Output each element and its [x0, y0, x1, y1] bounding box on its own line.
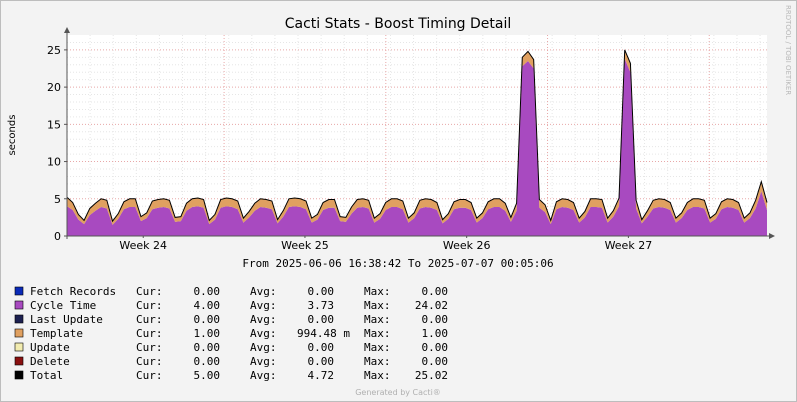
rrdtool-watermark: RRDTOOL / TOBI OETIKER	[784, 5, 792, 95]
legend-cur-value: 1.00	[194, 327, 221, 340]
legend-swatch	[14, 300, 24, 310]
legend-name: Last Update	[30, 313, 103, 326]
line-total	[66, 49, 768, 223]
legend-name: Update	[30, 341, 70, 354]
y-tick-label: 5	[54, 193, 61, 206]
legend-name: Fetch Records	[30, 285, 116, 298]
y-tick-label: 25	[47, 44, 61, 57]
legend-cur-value: 5.00	[194, 369, 221, 382]
legend-avg-label: Avg:	[250, 369, 277, 382]
generated-by-footer: Generated by Cacti®	[355, 388, 441, 397]
legend-max-label: Max:	[364, 341, 391, 354]
legend-cur-label: Cur:	[136, 355, 163, 368]
legend-max-label: Max:	[364, 313, 391, 326]
legend-avg-value: 4.72	[308, 369, 335, 382]
legend-max-value: 0.00	[422, 341, 449, 354]
legend-swatch	[14, 356, 24, 366]
legend-cur-label: Cur:	[136, 369, 163, 382]
plot-area	[67, 35, 767, 236]
legend-avg-value: 0.00	[308, 355, 335, 368]
y-axis-arrow	[64, 27, 70, 33]
legend-max-label: Max:	[364, 285, 391, 298]
x-tick-label: Week 24	[119, 239, 167, 252]
legend-avg-value: 3.73	[308, 299, 335, 312]
legend-name: Delete	[30, 355, 70, 368]
legend-avg-value: 0.00	[308, 313, 335, 326]
legend-avg-label: Avg:	[250, 285, 277, 298]
x-tick-label: Week 26	[443, 239, 491, 252]
legend-max-value: 25.02	[415, 369, 448, 382]
legend-swatch	[14, 342, 24, 352]
legend-cur-value: 0.00	[194, 341, 221, 354]
legend-name: Template	[30, 327, 83, 340]
legend-max-label: Max:	[364, 327, 391, 340]
legend-avg-label: Avg:	[250, 299, 277, 312]
legend-max-label: Max:	[364, 299, 391, 312]
legend-avg-label: Avg:	[250, 313, 277, 326]
legend-avg-value: 0.00	[308, 341, 335, 354]
legend-max-value: 0.00	[422, 285, 449, 298]
x-tick-label: Week 25	[281, 239, 329, 252]
x-tick-label: Week 27	[605, 239, 653, 252]
legend-cur-value: 0.00	[194, 355, 221, 368]
legend-swatch	[14, 314, 24, 324]
legend-max-label: Max:	[364, 369, 391, 382]
legend-swatch	[14, 328, 24, 338]
legend-avg-label: Avg:	[250, 355, 277, 368]
legend-max-value: 0.00	[422, 313, 449, 326]
area-template	[67, 49, 767, 225]
legend-cur-label: Cur:	[136, 285, 163, 298]
legend-max-value: 0.00	[422, 355, 449, 368]
axes	[64, 27, 775, 239]
x-ticks: Week 24 Week 25 Week 26 Week 27	[119, 236, 652, 252]
legend-cur-label: Cur:	[136, 299, 163, 312]
legend-swatch	[14, 370, 24, 380]
legend-cur-value: 0.00	[194, 313, 221, 326]
legend-cur-value: 4.00	[194, 299, 221, 312]
stacked-areas	[66, 49, 768, 236]
legend-cur-label: Cur:	[136, 327, 163, 340]
legend-max-value: 1.00	[422, 327, 449, 340]
x-axis-arrow	[769, 233, 775, 239]
legend-avg-value: 0.00	[308, 285, 335, 298]
chart-title: Cacti Stats - Boost Timing Detail	[285, 16, 512, 32]
legend-max-label: Max:	[364, 355, 391, 368]
legend-name: Total	[30, 369, 63, 382]
area-cycle-time	[67, 58, 767, 236]
legend: Fetch Records Cur: 0.00 Avg: 0.00 Max: 0.00 Cyc…	[14, 285, 449, 382]
legend-cur-value: 0.00	[194, 285, 221, 298]
y-tick-label: 15	[47, 118, 61, 131]
time-range-label: From 2025-06-06 16:38:42 To 2025-07-07 0…	[242, 257, 553, 270]
y-axis-label: seconds	[7, 115, 18, 156]
y-tick-label: 0	[54, 230, 61, 243]
legend-max-value: 24.02	[415, 299, 448, 312]
y-tick-label: 10	[47, 156, 61, 169]
legend-cur-label: Cur:	[136, 313, 163, 326]
legend-swatch	[14, 286, 24, 296]
legend-avg-label: Avg:	[250, 327, 277, 340]
y-ticks: 0 5 10 15 20 25	[47, 44, 67, 243]
legend-cur-label: Cur:	[136, 341, 163, 354]
legend-avg-value: 994.48 m	[297, 327, 350, 340]
y-tick-label: 20	[47, 81, 61, 94]
legend-avg-label: Avg:	[250, 341, 277, 354]
legend-name: Cycle Time	[30, 299, 96, 312]
